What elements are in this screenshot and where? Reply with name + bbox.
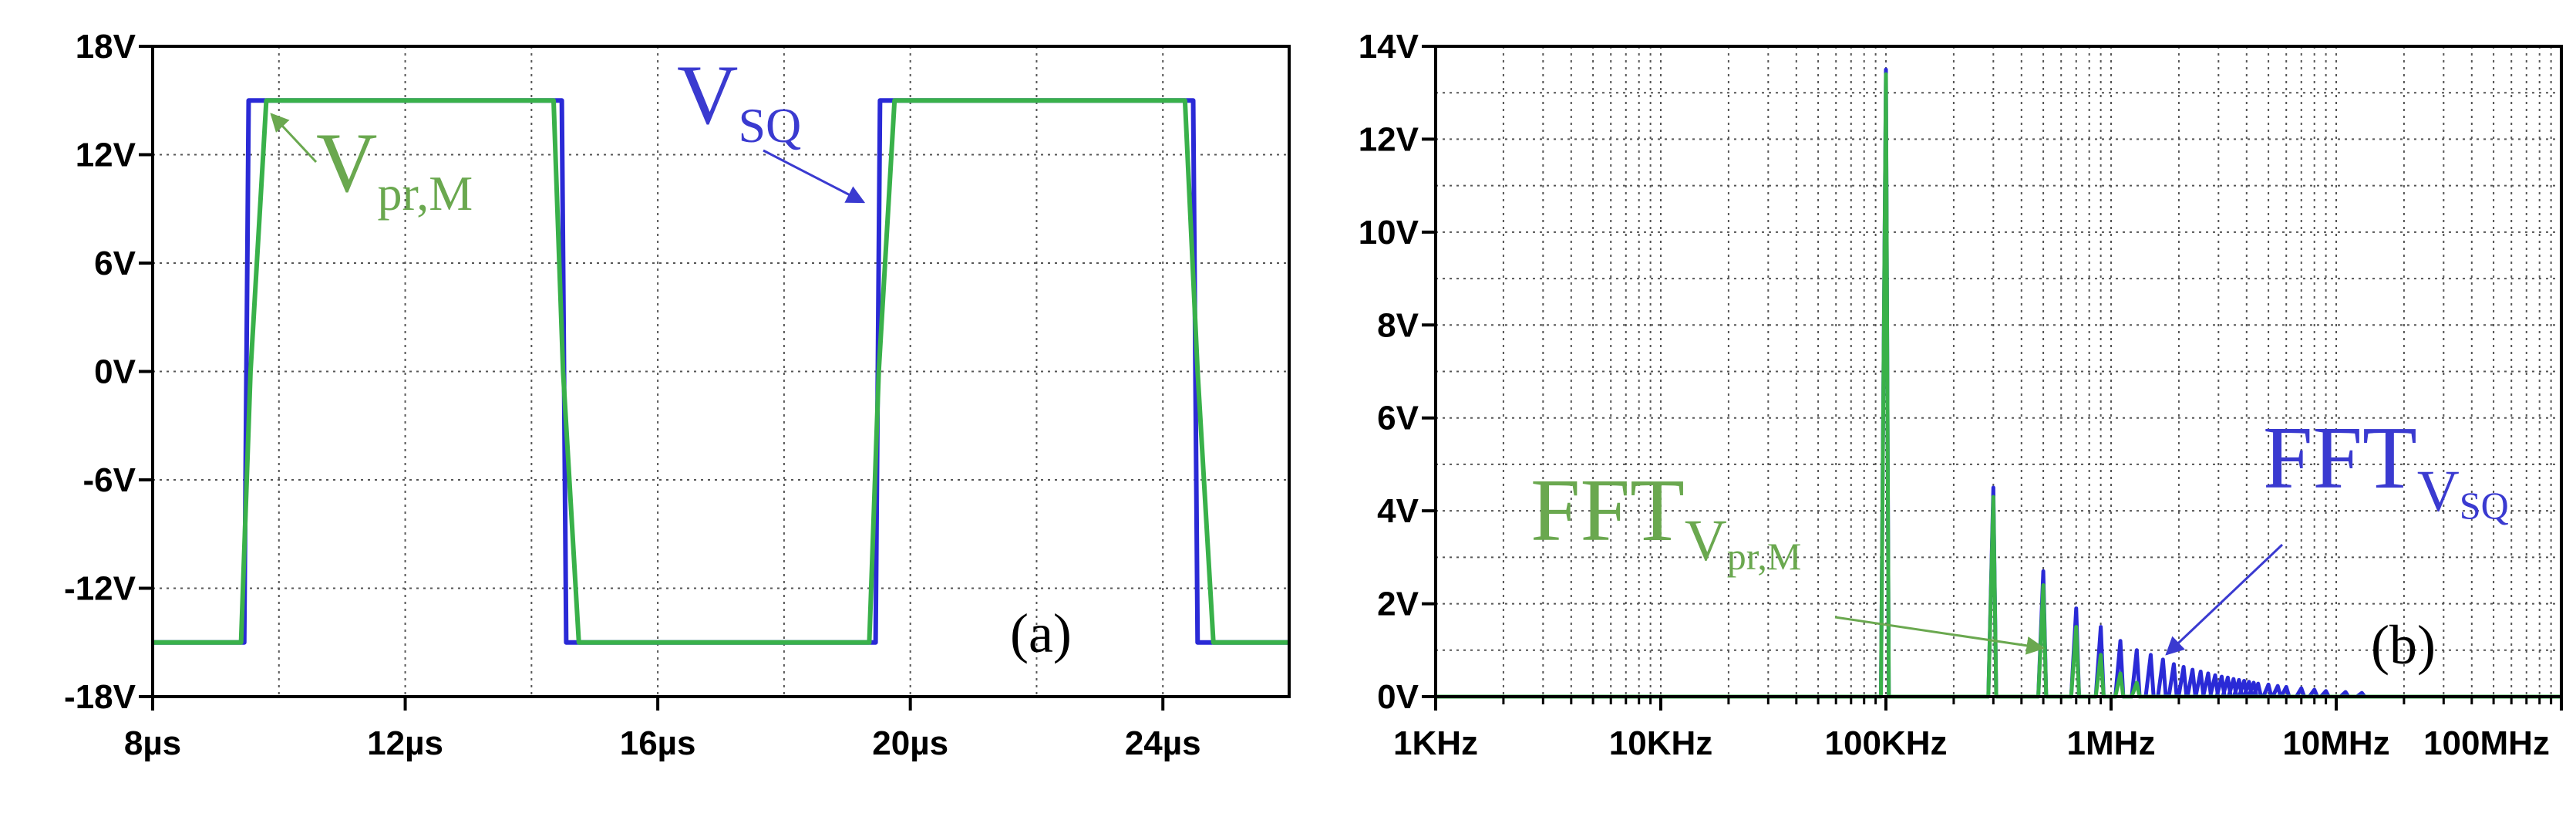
series-a: [153, 98, 1289, 645]
time-domain-chart: 18V 12V 6V 0V -6V -12V -18V 8µs 12µs 16µs 20µs 24µ…: [64, 28, 1291, 762]
annotation-fft-vsq-sub: V: [2417, 459, 2460, 524]
y-tick-label: 4V: [1377, 492, 1419, 530]
y-tick-label: 14V: [1359, 28, 1419, 66]
annotation-fft-vsq: FFTVSQ: [2263, 409, 2509, 527]
plot-frame-b: [1434, 45, 2563, 698]
annotation-fft-vsq-base: FFT: [2263, 409, 2417, 508]
y-tick-label: -6V: [83, 461, 136, 499]
annotation-vprm-sub: pr,M: [377, 166, 473, 221]
annotation-vsq-base: V: [677, 48, 738, 142]
x-tick-label: 8µs: [124, 724, 181, 762]
y-tick-label: 10V: [1359, 214, 1419, 252]
y-tick-label: 2V: [1377, 586, 1419, 623]
grid-b: [1436, 46, 2561, 697]
y-tick-label: 8V: [1377, 306, 1419, 344]
annotation-vprm: Vpr,M: [316, 116, 473, 221]
x-tick-label: 1KHz: [1393, 724, 1478, 762]
annotation-vprm-arrow: [270, 113, 318, 164]
x-tick-label: 24µs: [1125, 724, 1201, 762]
y-tick-labels-b: 0V 2V 4V 6V 8V 10V 12V 14V: [1359, 28, 1436, 716]
y-tick-label: 6V: [94, 245, 136, 282]
annotation-vsq: VSQ: [677, 48, 801, 153]
y-tick-label: 0V: [94, 353, 136, 391]
y-tick-label: 12V: [76, 137, 136, 174]
x-tick-label: 1MHz: [2067, 724, 2156, 762]
y-tick-label: 0V: [1377, 678, 1419, 716]
annotation-fft-vprm-base: FFT: [1530, 461, 1685, 560]
series-b: [1436, 67, 2561, 699]
x-tick-label: 10KHz: [1609, 724, 1713, 762]
y-tick-labels-a: 18V 12V 6V 0V -6V -12V -18V: [64, 28, 153, 716]
x-tick-labels-b: 1KHz 10KHz 100KHz 1MHz 10MHz 100MHz: [1393, 697, 2563, 762]
x-tick-label: 16µs: [620, 724, 696, 762]
x-tick-label: 100MHz: [2423, 724, 2550, 762]
x-tick-label: 20µs: [872, 724, 948, 762]
series-line-v-pr-m: [153, 98, 1289, 645]
x-tick-label: 100KHz: [1825, 724, 1948, 762]
annotation-vsq-arrow: [763, 149, 866, 204]
y-tick-label: 12V: [1359, 120, 1419, 158]
annotation-vsq-sub: SQ: [738, 98, 801, 153]
annotation-vprm-base: V: [316, 116, 377, 210]
series-line-fft-v-sq: [1436, 67, 2561, 699]
y-tick-label: 18V: [76, 28, 136, 66]
y-tick-label: -18V: [64, 678, 136, 716]
y-tick-label: 6V: [1377, 400, 1419, 437]
x-tick-label: 10MHz: [2282, 724, 2389, 762]
y-tick-label: -12V: [64, 570, 136, 608]
panel-label-a: (a): [1010, 603, 1072, 664]
annotation-fft-vprm-sub: V: [1685, 508, 1727, 573]
annotation-fft-vsq-arrow: [2165, 543, 2284, 656]
annotation-fft-vprm: FFTVpr,M: [1530, 461, 1801, 578]
panel-label-b: (b): [2371, 614, 2436, 676]
x-tick-label: 12µs: [367, 724, 443, 762]
annotation-fft-vsq-subsub: SQ: [2460, 484, 2509, 527]
grid-a: [153, 46, 1289, 697]
x-tick-labels-a: 8µs 12µs 16µs 20µs 24µs: [124, 697, 1201, 762]
annotation-fft-vprm-arrow: [1834, 616, 2046, 655]
annotation-fft-vprm-subsub: pr,M: [1727, 535, 1802, 578]
